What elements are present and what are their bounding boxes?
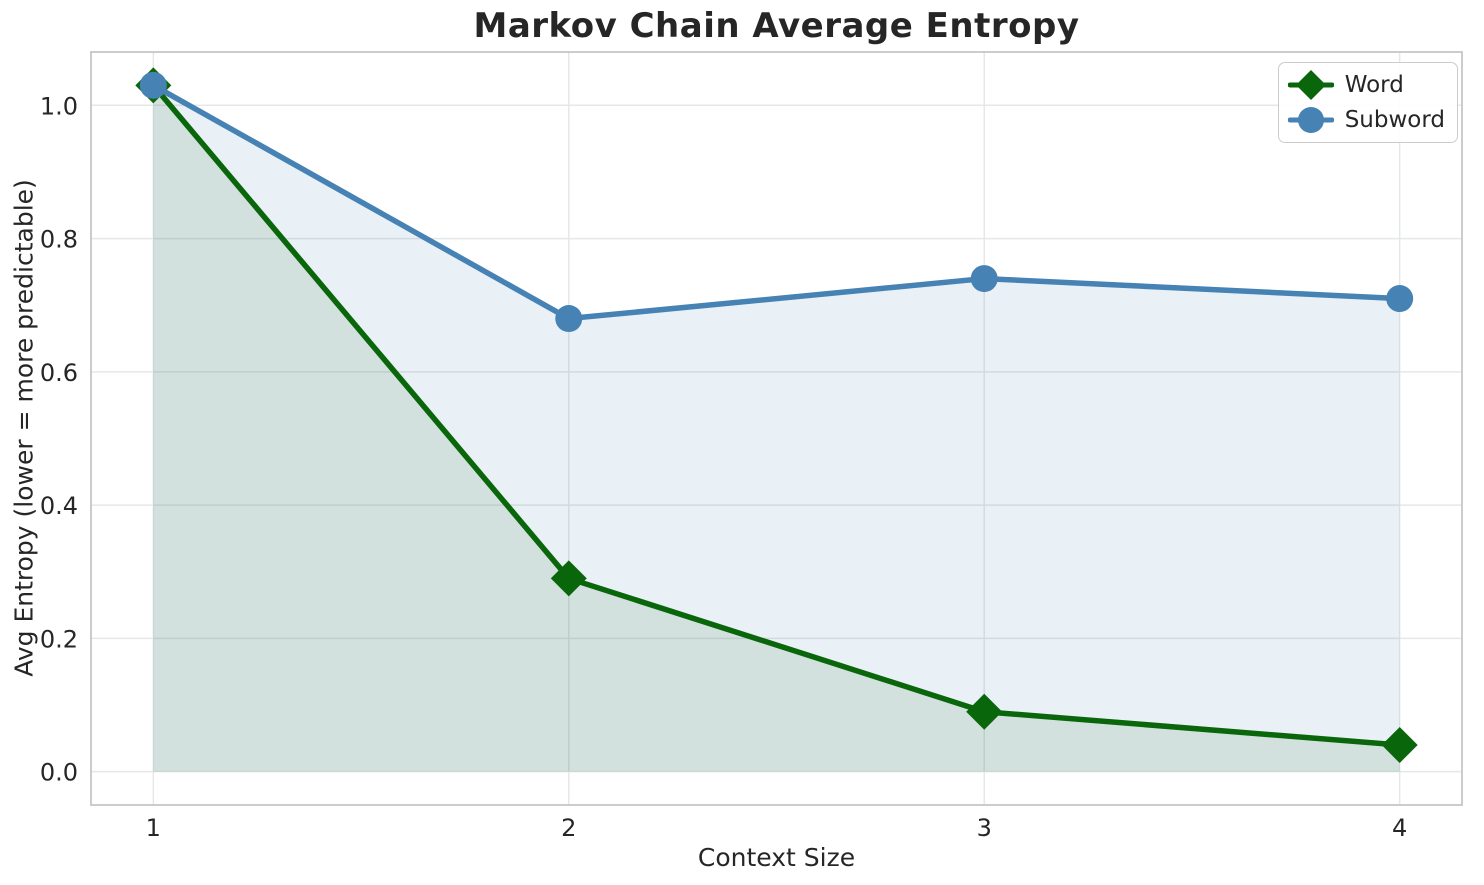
word-marker <box>550 560 587 597</box>
word-marker <box>966 693 1003 730</box>
word-line <box>151 83 1400 748</box>
subword-area-fill <box>153 85 1400 772</box>
y-tick-label: 0.4 <box>40 492 78 520</box>
legend: Word Subword <box>1277 62 1458 143</box>
word-marker <box>1381 727 1418 764</box>
y-tick-label: 0.6 <box>40 359 78 387</box>
x-tick-label: 1 <box>146 814 161 842</box>
legend-label-word: Word <box>1344 71 1404 98</box>
subword-marker <box>970 265 998 293</box>
y-tick-label: 1.0 <box>40 92 78 120</box>
subword-marker <box>555 305 583 333</box>
subword-marker <box>139 71 167 99</box>
subword-circle-marker-icon <box>1287 107 1334 133</box>
x-tick-label: 2 <box>561 814 576 842</box>
plot-border <box>90 51 1463 806</box>
legend-item-subword: Subword <box>1287 104 1445 136</box>
word-area-fill <box>153 85 1400 772</box>
legend-item-word: Word <box>1287 69 1445 101</box>
x-tick-label: 4 <box>1392 814 1407 842</box>
subword-line <box>151 82 1400 322</box>
word-diamond-marker-icon <box>1287 70 1334 100</box>
y-axis-label: Avg Entropy (lower = more predictable) <box>9 179 39 677</box>
subword-marker <box>1386 285 1414 313</box>
y-tick-label: 0.8 <box>40 226 78 254</box>
x-axis-label: Context Size <box>697 843 856 872</box>
legend-label-subword: Subword <box>1344 106 1445 133</box>
x-tick-label: 3 <box>977 814 992 842</box>
y-tick-label: 0.2 <box>40 625 78 653</box>
chart-title: Markov Chain Average Entropy <box>473 6 1080 46</box>
y-tick-label: 0.0 <box>40 759 78 787</box>
